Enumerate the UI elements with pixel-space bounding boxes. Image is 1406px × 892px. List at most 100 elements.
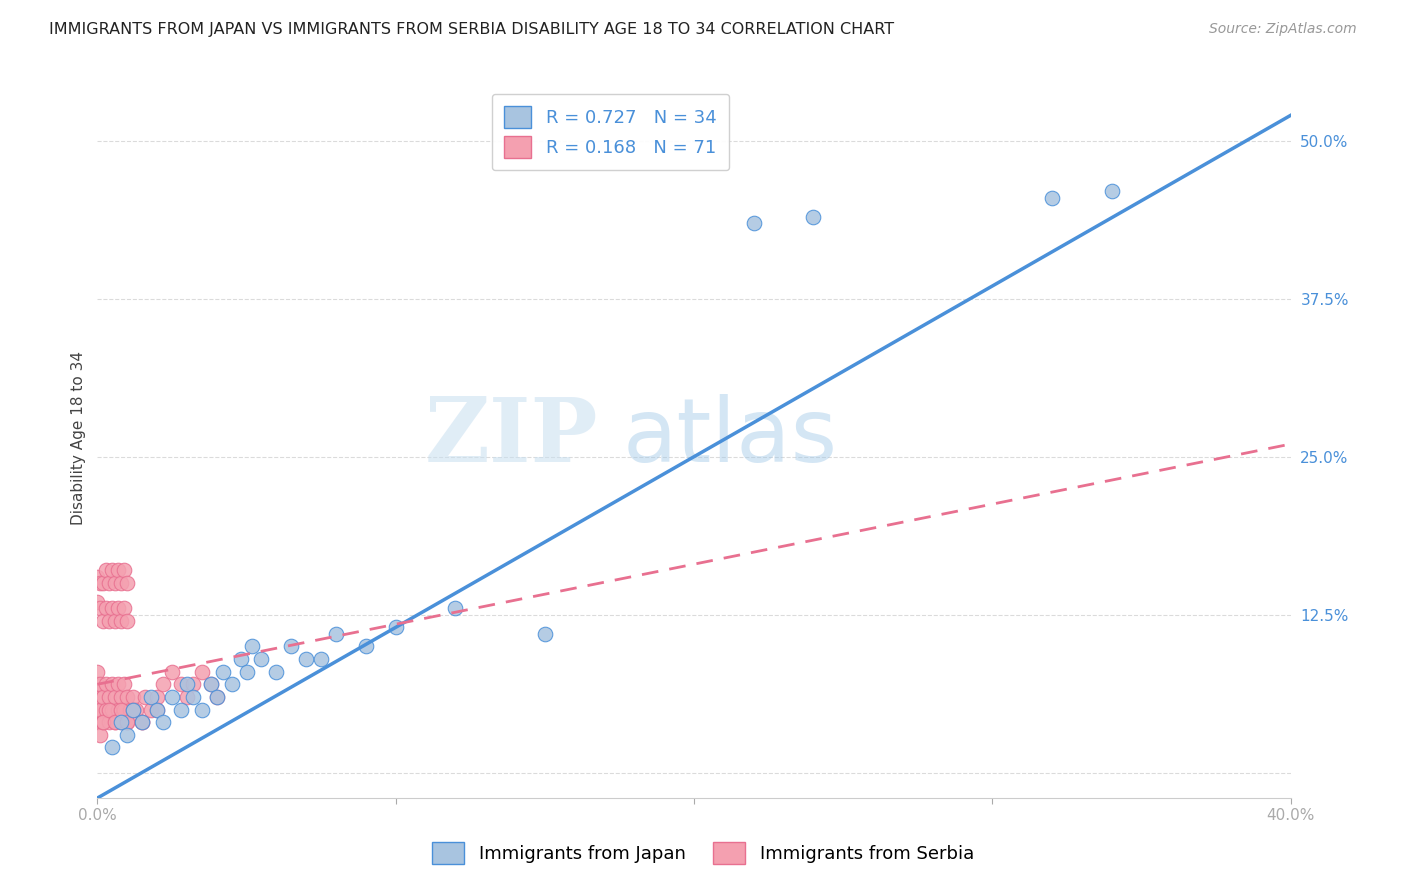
Point — [101, 601, 124, 615]
Point — [98, 690, 121, 704]
Point — [146, 702, 169, 716]
Point — [107, 564, 129, 578]
Point — [86, 690, 108, 704]
Point — [91, 715, 114, 730]
Point — [125, 702, 148, 716]
Text: IMMIGRANTS FROM JAPAN VS IMMIGRANTS FROM SERBIA DISABILITY AGE 18 TO 34 CORRELAT: IMMIGRANTS FROM JAPAN VS IMMIGRANTS FROM… — [49, 22, 894, 37]
Point — [112, 702, 135, 716]
Point — [101, 564, 124, 578]
Point — [110, 576, 132, 591]
Point — [235, 665, 257, 679]
Point — [533, 626, 555, 640]
Point — [160, 665, 183, 679]
Point — [89, 702, 111, 716]
Point — [86, 595, 108, 609]
Point — [110, 614, 132, 628]
Point — [325, 626, 347, 640]
Point — [134, 690, 156, 704]
Point — [91, 576, 114, 591]
Point — [104, 690, 127, 704]
Point — [384, 620, 406, 634]
Point — [181, 677, 204, 691]
Point — [295, 652, 318, 666]
Point — [181, 690, 204, 704]
Point — [98, 576, 121, 591]
Point — [96, 702, 118, 716]
Point — [101, 677, 124, 691]
Point — [200, 677, 222, 691]
Point — [96, 564, 118, 578]
Point — [86, 702, 108, 716]
Point — [229, 652, 252, 666]
Point — [115, 614, 138, 628]
Point — [176, 677, 198, 691]
Point — [266, 665, 288, 679]
Point — [112, 601, 135, 615]
Point — [115, 715, 138, 730]
Point — [91, 690, 114, 704]
Point — [91, 715, 114, 730]
Point — [205, 690, 228, 704]
Point — [107, 601, 129, 615]
Point — [354, 640, 377, 654]
Point — [107, 677, 129, 691]
Point — [122, 690, 145, 704]
Point — [86, 715, 108, 730]
Point — [250, 652, 273, 666]
Point — [131, 715, 153, 730]
Point — [96, 677, 118, 691]
Point — [115, 715, 138, 730]
Point — [139, 702, 162, 716]
Point — [86, 570, 108, 584]
Point — [104, 614, 127, 628]
Point — [309, 652, 332, 666]
Point — [110, 715, 132, 730]
Legend: Immigrants from Japan, Immigrants from Serbia: Immigrants from Japan, Immigrants from S… — [418, 828, 988, 879]
Point — [170, 702, 193, 716]
Point — [176, 690, 198, 704]
Point — [152, 715, 174, 730]
Point — [98, 702, 121, 716]
Point — [444, 601, 467, 615]
Point — [115, 728, 138, 742]
Point — [170, 677, 193, 691]
Point — [221, 677, 243, 691]
Point — [89, 728, 111, 742]
Point — [190, 702, 212, 716]
Point — [190, 665, 212, 679]
Point — [1040, 190, 1063, 204]
Point — [242, 640, 264, 654]
Point — [139, 690, 162, 704]
Point — [160, 690, 183, 704]
Point — [104, 576, 127, 591]
Point — [101, 740, 124, 755]
Point — [98, 715, 121, 730]
Point — [110, 690, 132, 704]
Point — [89, 576, 111, 591]
Point — [101, 702, 124, 716]
Point — [280, 640, 302, 654]
Point — [152, 677, 174, 691]
Point — [122, 702, 145, 716]
Point — [86, 665, 108, 679]
Point — [110, 715, 132, 730]
Y-axis label: Disability Age 18 to 34: Disability Age 18 to 34 — [72, 351, 86, 524]
Text: ZIP: ZIP — [425, 394, 599, 482]
Point — [120, 702, 142, 716]
Point — [131, 715, 153, 730]
Point — [131, 715, 153, 730]
Point — [86, 677, 108, 691]
Point — [115, 576, 138, 591]
Point — [146, 702, 169, 716]
Point — [104, 715, 127, 730]
Point — [96, 601, 118, 615]
Point — [115, 690, 138, 704]
Point — [211, 665, 233, 679]
Point — [146, 690, 169, 704]
Point — [91, 614, 114, 628]
Text: Source: ZipAtlas.com: Source: ZipAtlas.com — [1209, 22, 1357, 37]
Point — [89, 601, 111, 615]
Point — [742, 216, 765, 230]
Point — [107, 702, 129, 716]
Point — [89, 677, 111, 691]
